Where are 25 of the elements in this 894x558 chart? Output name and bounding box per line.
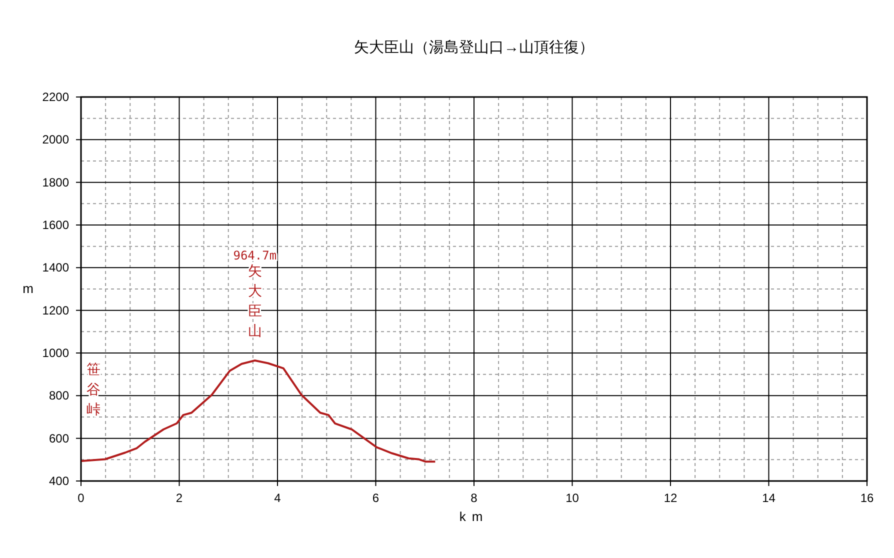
y-tick-label: 1800	[42, 175, 70, 190]
x-axis-title: km	[459, 509, 489, 524]
y-tick-label: 1200	[42, 303, 70, 318]
x-tick-label: 8	[470, 491, 478, 505]
x-tick-label: 14	[762, 491, 776, 505]
y-axis-title: m	[22, 281, 34, 296]
y-tick-label: 2200	[42, 90, 70, 104]
annotation: 964.7m	[233, 248, 277, 263]
y-tick-label: 1600	[42, 218, 70, 232]
y-tick-label: 400	[48, 474, 70, 488]
x-tick-label: 16	[860, 491, 874, 505]
y-tick-label: 800	[48, 388, 70, 403]
x-tick-label: 0	[78, 491, 85, 505]
x-tick-label: 6	[372, 491, 380, 505]
x-tick-label: 12	[664, 491, 678, 505]
x-tick-label: 2	[176, 491, 183, 505]
annotation: 笹谷峠	[86, 360, 100, 417]
y-tick-label: 600	[48, 431, 70, 446]
y-tick-label: 1400	[42, 260, 70, 275]
y-tick-label: 1000	[42, 346, 70, 360]
chart-title: 矢大臣山（湯島登山口→山頂往復）	[354, 39, 594, 56]
x-tick-label: 4	[274, 491, 282, 505]
y-tick-label: 2000	[42, 132, 70, 147]
line-series	[80, 360, 436, 463]
x-tick-label: 10	[566, 491, 580, 505]
